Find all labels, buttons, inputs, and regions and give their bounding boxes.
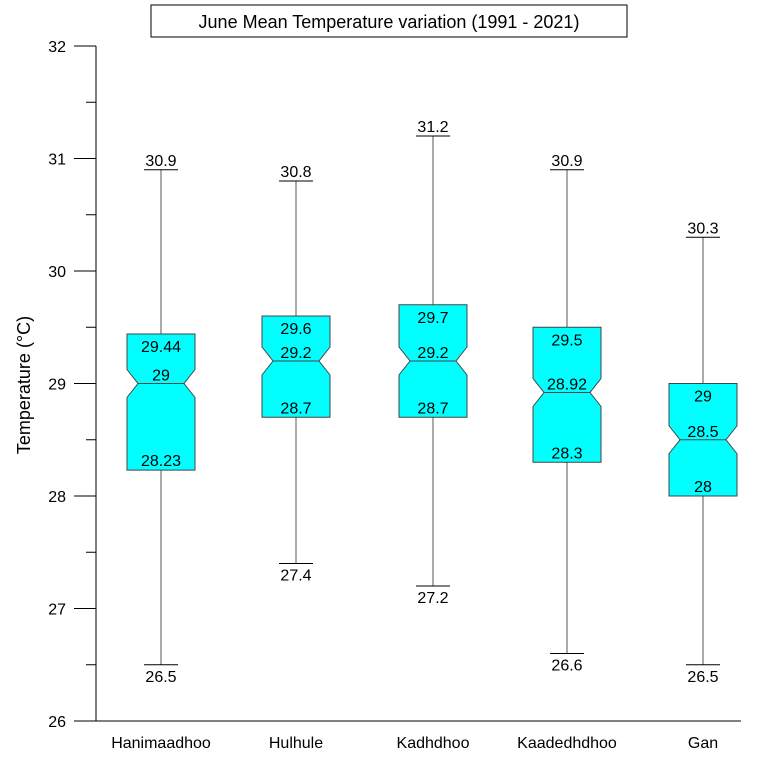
label-q3: 29.7 [417,310,448,327]
label-q3: 29.6 [280,321,311,338]
y-axis-label: Temperature (°C) [14,316,34,454]
label-min: 26.6 [551,658,582,675]
label-median: 29.2 [417,345,448,362]
label-q1: 28.7 [417,400,448,417]
label-q3: 29.44 [141,339,181,356]
label-max: 30.3 [687,220,718,237]
category-label: Hulhule [269,735,323,752]
label-max: 30.8 [280,164,311,181]
y-tick-label: 32 [48,39,66,56]
y-tick-label: 30 [48,264,66,281]
title-box [150,4,628,38]
category-label: Hanimaadhoo [111,735,211,752]
label-max: 31.2 [417,119,448,136]
box-group: 31.2 27.2 29.7 29.2 28.7 [398,119,468,607]
label-median: 29 [152,368,170,385]
label-min: 27.2 [417,590,448,607]
box-group: 30.9 26.5 29.44 29 28.23 [126,153,196,686]
category-label: Kaadedhdhoo [517,735,617,752]
label-min: 26.5 [687,669,718,686]
label-median: 28.92 [547,377,587,394]
label-q3: 29 [694,389,712,406]
label-q1: 28.23 [141,453,181,470]
x-axis-categories: Hanimaadhoo Hulhule Kadhdhoo Kaadedhdhoo Gan [111,735,718,752]
label-q1: 28.3 [551,445,582,462]
title-text: June Mean Temperature variation (1991 - … [199,12,580,32]
label-max: 30.9 [551,153,582,170]
label-q3: 29.5 [551,332,582,349]
box-group: 30.8 27.4 29.6 29.2 28.7 [261,164,331,585]
label-max: 30.9 [145,153,176,170]
label-min: 27.4 [280,568,311,585]
category-label: Gan [688,735,718,752]
category-label: Kadhdhoo [397,735,470,752]
label-q1: 28 [694,479,712,496]
chart-title: June Mean Temperature variation (1991 - … [150,4,628,38]
box-body [126,333,196,471]
label-median: 28.5 [687,424,718,441]
y-tick-label: 31 [48,152,66,169]
label-min: 26.5 [145,669,176,686]
label-median: 29.2 [280,345,311,362]
box-body [532,326,602,463]
y-tick-label: 27 [48,602,66,619]
y-axis: 26 27 28 29 30 31 32 [48,39,741,731]
box-body [261,315,331,418]
y-tick-label: 26 [48,714,66,731]
box-group: 30.3 26.5 29 28.5 28 [668,220,738,686]
box-group: 30.9 26.6 29.5 28.92 28.3 [532,153,602,675]
label-q1: 28.7 [280,400,311,417]
y-tick-label: 29 [48,377,66,394]
plot-area: 30.9 26.5 29.44 29 28.23 30.8 27.4 29.6 29.2 28.7… [126,119,738,686]
y-tick-label: 28 [48,489,66,506]
